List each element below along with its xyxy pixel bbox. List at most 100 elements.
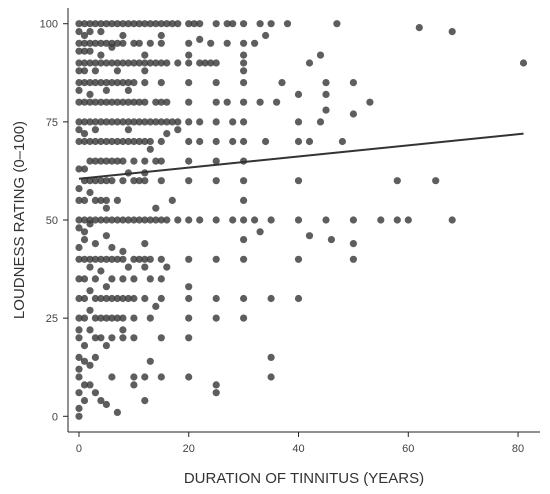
data-point bbox=[75, 373, 83, 381]
data-point bbox=[80, 216, 89, 224]
data-point bbox=[80, 381, 89, 389]
data-point bbox=[168, 20, 176, 28]
data-point bbox=[240, 20, 248, 28]
data-point bbox=[113, 314, 121, 322]
data-point bbox=[86, 79, 94, 87]
data-point bbox=[80, 275, 89, 283]
data-point bbox=[124, 126, 132, 134]
data-point bbox=[80, 79, 89, 87]
data-point bbox=[91, 314, 99, 322]
data-point bbox=[157, 334, 165, 342]
data-point bbox=[108, 294, 116, 303]
data-point bbox=[124, 294, 132, 303]
data-point bbox=[141, 137, 149, 146]
data-point bbox=[124, 59, 132, 67]
data-point bbox=[240, 67, 248, 75]
data-point bbox=[86, 59, 94, 67]
data-point bbox=[152, 59, 160, 67]
data-point bbox=[86, 118, 94, 126]
data-point bbox=[267, 353, 275, 361]
data-point bbox=[130, 373, 138, 381]
data-point bbox=[185, 255, 193, 263]
data-point bbox=[91, 294, 99, 303]
data-point bbox=[130, 118, 138, 126]
data-point bbox=[75, 118, 83, 126]
data-point bbox=[240, 177, 248, 185]
data-point bbox=[108, 59, 116, 67]
data-point bbox=[212, 177, 220, 185]
data-point bbox=[174, 216, 182, 224]
data-point bbox=[75, 412, 83, 420]
data-point bbox=[97, 294, 105, 303]
data-point bbox=[97, 20, 105, 28]
data-point bbox=[80, 67, 89, 75]
data-point bbox=[174, 118, 182, 126]
data-point bbox=[119, 255, 127, 263]
data-point bbox=[97, 196, 105, 204]
data-point bbox=[108, 243, 116, 252]
data-point bbox=[86, 98, 94, 106]
data-point bbox=[305, 59, 314, 67]
data-point bbox=[97, 59, 105, 67]
data-point bbox=[102, 342, 110, 350]
data-point bbox=[119, 314, 127, 322]
data-point bbox=[256, 20, 264, 28]
data-point bbox=[75, 216, 83, 224]
data-point bbox=[240, 98, 248, 106]
data-point bbox=[102, 196, 110, 204]
data-point bbox=[113, 157, 121, 165]
data-point bbox=[97, 267, 105, 275]
data-point bbox=[113, 39, 121, 47]
data-point bbox=[130, 59, 138, 67]
y-tick-label: 25 bbox=[46, 313, 58, 325]
data-point bbox=[86, 361, 94, 369]
y-tick-label: 0 bbox=[52, 411, 58, 423]
data-point bbox=[75, 137, 83, 146]
data-point bbox=[80, 31, 89, 40]
data-point bbox=[185, 137, 193, 146]
data-point bbox=[322, 90, 330, 98]
data-point bbox=[135, 59, 143, 67]
data-point bbox=[157, 31, 165, 40]
data-point bbox=[102, 177, 110, 185]
data-point bbox=[124, 79, 132, 87]
data-point bbox=[124, 137, 132, 146]
data-point bbox=[97, 397, 105, 405]
data-point bbox=[86, 216, 94, 224]
data-point bbox=[201, 59, 209, 67]
data-point bbox=[80, 196, 89, 204]
data-point bbox=[141, 397, 149, 405]
data-point bbox=[168, 196, 176, 204]
data-point bbox=[141, 216, 149, 224]
data-point bbox=[185, 373, 193, 381]
data-point bbox=[75, 275, 83, 283]
data-point bbox=[97, 255, 105, 263]
x-tick-label: 0 bbox=[76, 443, 82, 455]
data-point bbox=[146, 118, 154, 126]
data-point bbox=[432, 177, 440, 185]
data-point bbox=[174, 126, 182, 134]
data-point bbox=[91, 39, 99, 47]
data-point bbox=[102, 294, 110, 303]
data-point bbox=[240, 314, 248, 322]
data-point bbox=[152, 302, 160, 310]
data-point bbox=[212, 98, 220, 106]
data-point bbox=[185, 98, 193, 106]
data-point bbox=[102, 255, 110, 263]
data-point bbox=[102, 39, 110, 47]
data-point bbox=[135, 137, 143, 146]
data-point bbox=[102, 137, 110, 146]
data-point bbox=[212, 137, 220, 146]
data-point bbox=[146, 255, 154, 263]
data-point bbox=[102, 204, 110, 212]
data-point bbox=[163, 216, 171, 224]
data-point bbox=[113, 98, 121, 106]
data-point bbox=[196, 216, 204, 224]
data-point bbox=[86, 47, 94, 55]
data-point bbox=[113, 216, 121, 224]
data-point bbox=[157, 79, 165, 87]
data-point bbox=[157, 373, 165, 381]
data-point bbox=[267, 373, 275, 381]
data-point bbox=[80, 228, 89, 236]
